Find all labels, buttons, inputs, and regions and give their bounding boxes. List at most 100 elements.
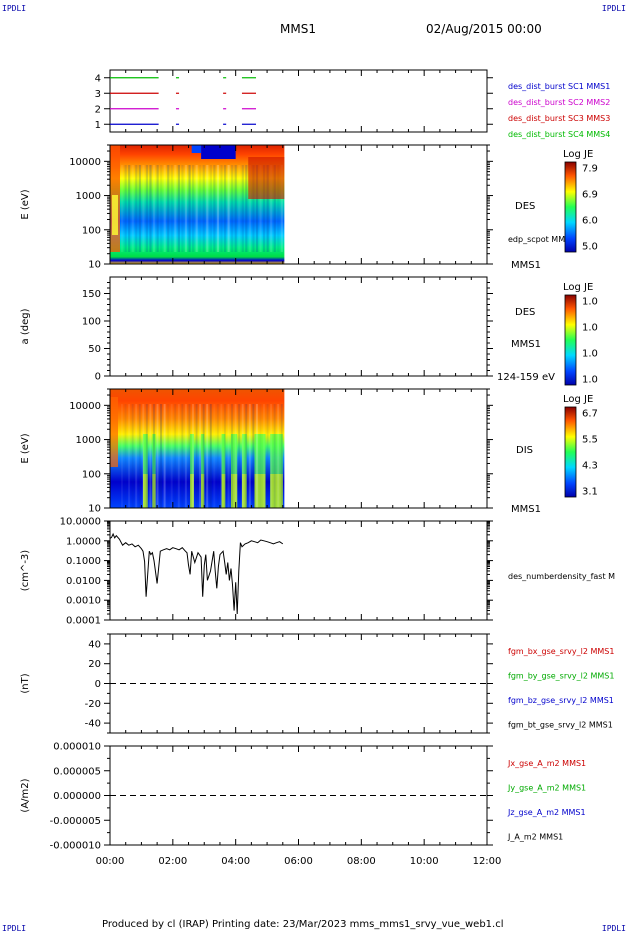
- spectrogram-stripe: [188, 404, 191, 508]
- spectrogram-stripe: [131, 165, 134, 252]
- spectrogram-stripe: [273, 165, 276, 252]
- spectrogram-stripe: [238, 404, 241, 508]
- y-tick-label: -0.000005: [50, 816, 101, 827]
- time-tick-label: 08:00: [347, 856, 376, 867]
- magnetic-field-panel: 40 20 0 -20 -40 (nT) fgm_bx_gse_srvy_l2 MMS1 fg…: [20, 633, 614, 734]
- corner-label-bottom-left: IPDLI: [2, 924, 27, 933]
- des-energy-spectrogram: 10000 1000 100 10 E (eV) DES edp_scpot MMS1 MMS…: [20, 144, 598, 271]
- spectrogram-stripe: [156, 165, 159, 252]
- spectrogram-column: [152, 474, 156, 508]
- y-tick-label: 0.0100: [66, 576, 101, 587]
- spectrogram-stripe: [248, 165, 251, 252]
- y-axis-label: E (eV): [20, 433, 31, 463]
- instrument-label: DIS: [516, 445, 533, 456]
- spectrogram-stripe: [195, 165, 198, 252]
- y-axis-label: (nT): [20, 673, 31, 693]
- colorbar-tick-label: 1.0: [582, 375, 598, 386]
- series-label: Jz_gse_A_m2 MMS1: [507, 808, 586, 817]
- spectrogram-column: [241, 474, 247, 508]
- series-label: fgm_bz_gse_srvy_l2 MMS1: [508, 696, 614, 705]
- spectrogram-column: [254, 474, 266, 508]
- series-label: J_A_m2 MMS1: [507, 833, 563, 842]
- colorbar-title: Log JE: [563, 394, 593, 405]
- spectrogram-stripe: [128, 404, 131, 508]
- y-tick-label: -40: [85, 719, 101, 730]
- y-tick-label: 1.0000: [66, 536, 101, 547]
- spectrogram-stripe: [262, 165, 266, 252]
- spectrogram-stripe: [234, 404, 237, 508]
- spectrogram-stripe: [206, 404, 209, 508]
- spectrogram-stripe: [202, 404, 205, 508]
- spectrogram-burst: [110, 397, 118, 467]
- y-tick-label: 50: [88, 344, 101, 355]
- spectrogram-stripe: [152, 165, 156, 252]
- spectrogram-stripe: [202, 165, 205, 252]
- spectrogram-stripe: [128, 165, 131, 252]
- spectrogram-stripe: [245, 165, 248, 252]
- density-panel: 10.0000 1.0000 0.1000 0.0100 0.0010 0.0001 (cm…: [20, 517, 615, 627]
- y-tick-label: 0.000005: [53, 766, 101, 777]
- spectrogram-hot: [248, 157, 285, 199]
- spectrogram-column: [230, 434, 238, 508]
- spectrogram-stripe: [160, 165, 163, 252]
- series-label: fgm_bx_gse_srvy_l2 MMS1: [508, 647, 614, 656]
- spectrogram-stripe: [138, 404, 141, 508]
- y-axis-label: a (deg): [20, 308, 31, 344]
- spectrogram-stripe: [177, 404, 180, 508]
- y-tick-label: 1000: [76, 191, 101, 202]
- spectrogram-stripe: [220, 404, 223, 508]
- time-tick-label: 02:00: [158, 856, 187, 867]
- y-axis-label: E (eV): [20, 189, 31, 219]
- spectrogram-stripe: [177, 165, 180, 252]
- colorbar: [564, 161, 577, 253]
- spectrogram-stripe: [174, 165, 177, 252]
- colorbar-tick-label: 6.0: [582, 216, 598, 227]
- spectrogram-stripe: [156, 404, 159, 508]
- spectrogram-column: [190, 474, 194, 508]
- spectrogram-stripe: [145, 165, 149, 252]
- spectrogram-column: [241, 434, 247, 508]
- y-tick-label: 0.0001: [66, 616, 101, 627]
- spectrogram-stripe: [184, 165, 188, 252]
- spectrogram-stripe: [266, 165, 269, 252]
- spectrogram-burst: [112, 195, 118, 235]
- corner-label-bottom-right: IPDLI: [601, 924, 626, 933]
- spectrogram-stripe: [241, 165, 244, 252]
- y-tick-label: 1000: [76, 435, 101, 446]
- y-axis-label: (cm^-3): [20, 550, 31, 591]
- spectrogram-stripe: [234, 165, 237, 252]
- corner-label-top-left: IPDLI: [2, 4, 27, 13]
- burst-legend-entry: des_dist_burst SC1 MMS1: [508, 82, 610, 91]
- spectrogram-stripe: [199, 404, 202, 508]
- spectrogram-column: [142, 434, 148, 508]
- y-tick-label: 100: [82, 225, 101, 236]
- spectrogram-patch: [201, 145, 236, 159]
- spectrogram-stripe: [216, 404, 219, 508]
- mission-title: MMS1: [280, 22, 316, 36]
- burst-legend-entry: des_dist_burst SC4 MMS4: [508, 130, 610, 139]
- spectrogram-stripe: [191, 165, 195, 252]
- spectrogram-stripe: [124, 404, 127, 508]
- y-tick-label: 150: [82, 289, 101, 300]
- spectrogram-stripe: [145, 404, 148, 508]
- spectrogram-stripe: [280, 404, 283, 508]
- time-tick-label: 00:00: [96, 856, 125, 867]
- dis-energy-spectrogram: 10000 1000 100 10 E (eV) DIS MMS1 Log JE 6.7 5.5 4…: [20, 388, 598, 515]
- spectrogram-stripe: [209, 165, 212, 252]
- y-tick-label: 0: [95, 679, 101, 690]
- spectrogram-stripe: [152, 404, 155, 508]
- spectrogram-stripe: [131, 404, 134, 508]
- y-tick-label: 10000: [69, 401, 101, 412]
- y-tick-label: 4: [95, 73, 101, 84]
- y-tick-label: 10: [88, 504, 101, 515]
- y-tick-label: 2: [95, 104, 101, 115]
- series-label: fgm_bt_gse_srvy_l2 MMS1: [508, 721, 613, 730]
- y-tick-label: 0.000000: [53, 791, 101, 802]
- colorbar-tick-label: 6.9: [582, 190, 598, 201]
- footer-credits: Produced by cl (IRAP) Printing date: 23/…: [102, 919, 504, 930]
- y-tick-label: 0.000010: [53, 742, 101, 753]
- spectrogram-stripe: [174, 404, 177, 508]
- spectrogram-patch: [191, 145, 202, 153]
- spectrogram-column: [254, 434, 266, 508]
